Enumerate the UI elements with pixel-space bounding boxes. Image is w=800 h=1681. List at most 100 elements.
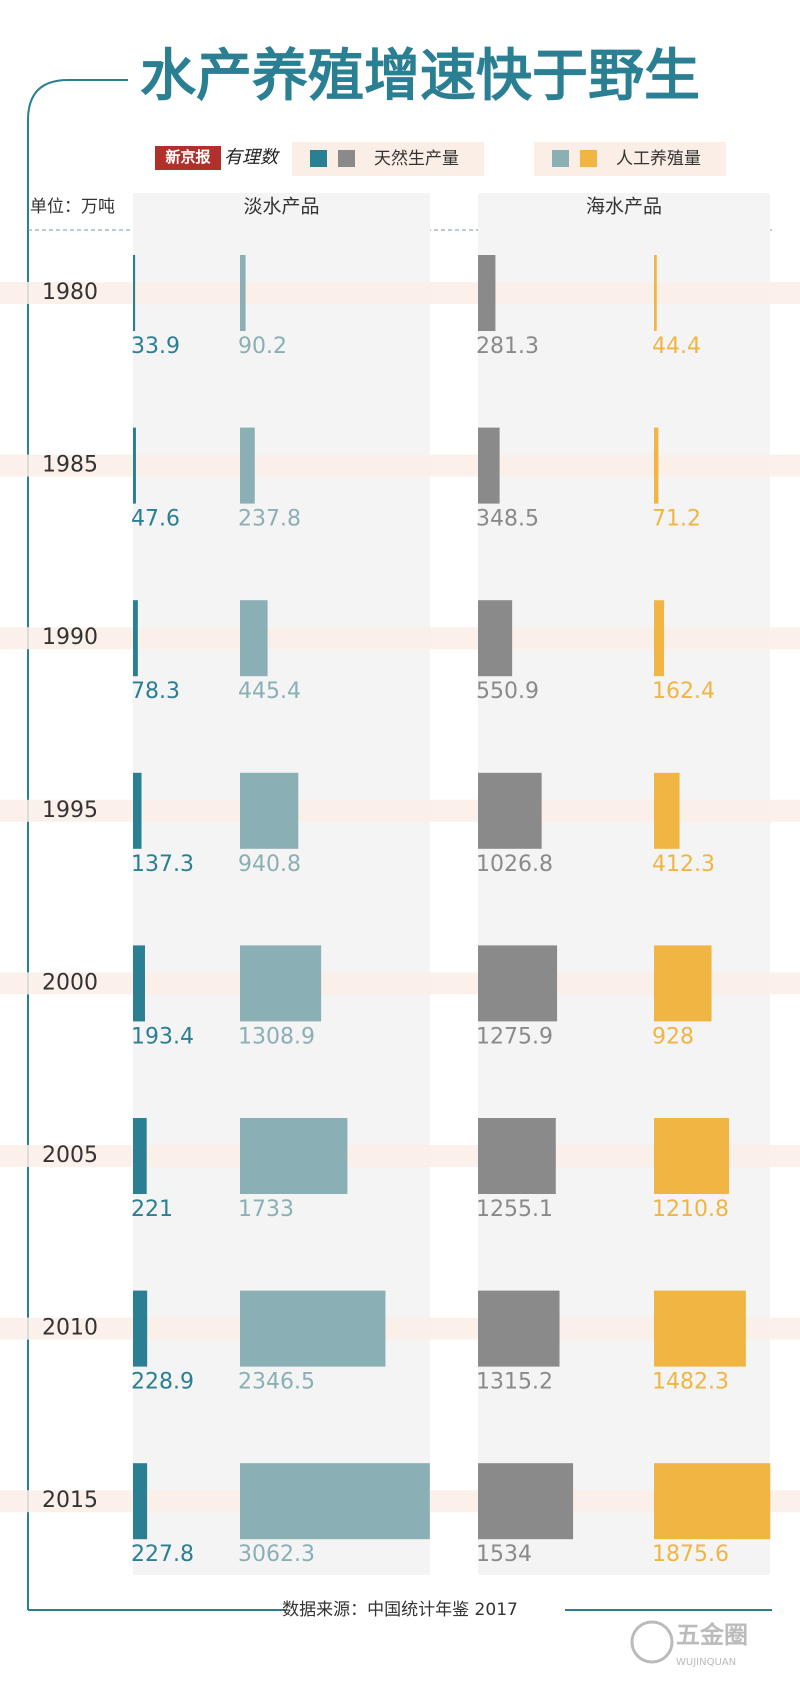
- watermark-icon: [630, 1620, 674, 1664]
- bar: [133, 600, 138, 677]
- value-label: 1875.6: [652, 1542, 729, 1567]
- value-label: 1210.8: [652, 1197, 729, 1222]
- bar: [133, 1118, 147, 1194]
- bar: [240, 772, 299, 849]
- chart-title: 水产养殖增速快于野生: [140, 44, 700, 109]
- value-label: 1026.8: [476, 852, 553, 877]
- bar: [654, 255, 657, 331]
- value-label: 44.4: [652, 334, 701, 359]
- value-label: 1255.1: [476, 1197, 553, 1222]
- year-label: 2000: [42, 970, 98, 995]
- value-label: 78.3: [131, 679, 180, 704]
- bar: [478, 427, 500, 504]
- value-label: 162.4: [652, 679, 715, 704]
- value-label: 193.4: [131, 1024, 194, 1049]
- panel: [478, 193, 770, 1575]
- bar: [654, 1463, 771, 1540]
- year-label: 1985: [42, 453, 98, 478]
- logo-box: [155, 146, 221, 170]
- bar: [478, 600, 513, 677]
- value-label: 3062.3: [238, 1542, 315, 1567]
- value-label: 47.6: [131, 507, 180, 532]
- year-label: 1980: [42, 280, 98, 305]
- group-label: 海水产品: [586, 196, 662, 218]
- value-label: 1733: [238, 1197, 294, 1222]
- legend-label: 人工养殖量: [616, 149, 701, 169]
- legend-label: 天然生产量: [374, 149, 459, 169]
- watermark-sub: WUJINQUAN: [676, 1657, 736, 1668]
- unit-label: 单位：万吨: [30, 197, 115, 217]
- row-band: [0, 454, 800, 477]
- year-label: 2015: [42, 1488, 98, 1513]
- row-band: [0, 627, 800, 650]
- bar: [133, 1290, 148, 1367]
- bar: [654, 1290, 746, 1367]
- row-band: [0, 1145, 800, 1167]
- logo: 新京报: [165, 148, 210, 166]
- bar: [654, 945, 712, 1022]
- bar: [478, 255, 496, 331]
- bar: [478, 945, 558, 1022]
- bar: [654, 772, 680, 849]
- row-band: [0, 282, 800, 304]
- value-label: 1308.9: [238, 1024, 315, 1049]
- bar: [133, 427, 136, 504]
- bar: [133, 1463, 148, 1540]
- value-label: 221: [131, 1197, 173, 1222]
- value-label: 412.3: [652, 852, 715, 877]
- bar: [478, 1290, 560, 1367]
- frame-line: [27, 79, 128, 1610]
- legend-swatch: [338, 150, 355, 167]
- value-label: 445.4: [238, 679, 301, 704]
- logo-sub: 有理数: [224, 147, 280, 168]
- bar: [654, 1118, 730, 1194]
- value-label: 348.5: [476, 507, 539, 532]
- value-label: 137.3: [131, 852, 194, 877]
- bar: [240, 600, 268, 677]
- bar: [654, 600, 665, 677]
- legend-swatch: [310, 150, 327, 167]
- row-band: [0, 972, 800, 995]
- bar: [478, 772, 542, 849]
- bar: [133, 255, 136, 331]
- row-band: [0, 799, 800, 822]
- legend-swatch: [552, 150, 569, 167]
- panel: [133, 193, 430, 1575]
- year-label: 1990: [42, 625, 98, 650]
- plot: 淡水产品 海水产品 天然生产量 人工养殖量 1980 1985 1990 1995 2000 20…: [0, 142, 800, 1575]
- year-label: 2005: [42, 1143, 98, 1168]
- value-label: 2346.5: [238, 1370, 315, 1395]
- bar: [240, 945, 322, 1022]
- source: 数据来源：中国统计年鉴 2017: [282, 1600, 518, 1620]
- bar: [478, 1118, 556, 1194]
- bar: [133, 772, 142, 849]
- value-label: 237.8: [238, 507, 301, 532]
- value-label: 940.8: [238, 852, 301, 877]
- bar: [240, 1290, 386, 1367]
- bar: [478, 1463, 574, 1540]
- value-label: 281.3: [476, 334, 539, 359]
- value-label: 90.2: [238, 334, 287, 359]
- bar: [240, 1463, 430, 1540]
- group-label: 淡水产品: [243, 196, 319, 218]
- year-label: 1995: [42, 798, 98, 823]
- value-label: 928: [652, 1024, 694, 1049]
- bar: [654, 427, 659, 504]
- value-label: 1275.9: [476, 1024, 553, 1049]
- bar: [240, 255, 246, 331]
- watermark: 五金圈: [676, 1621, 748, 1649]
- value-label: 1315.2: [476, 1370, 553, 1395]
- value-label: 71.2: [652, 507, 701, 532]
- bar: [240, 427, 255, 504]
- bar: [133, 945, 145, 1022]
- value-label: 550.9: [476, 679, 539, 704]
- bar: [240, 1118, 348, 1194]
- legend-swatch: [580, 150, 597, 167]
- value-label: 1534: [476, 1542, 532, 1567]
- value-label: 33.9: [131, 334, 180, 359]
- year-label: 2010: [42, 1316, 98, 1341]
- value-label: 228.9: [131, 1370, 194, 1395]
- value-label: 1482.3: [652, 1370, 729, 1395]
- row-band: [0, 1317, 800, 1340]
